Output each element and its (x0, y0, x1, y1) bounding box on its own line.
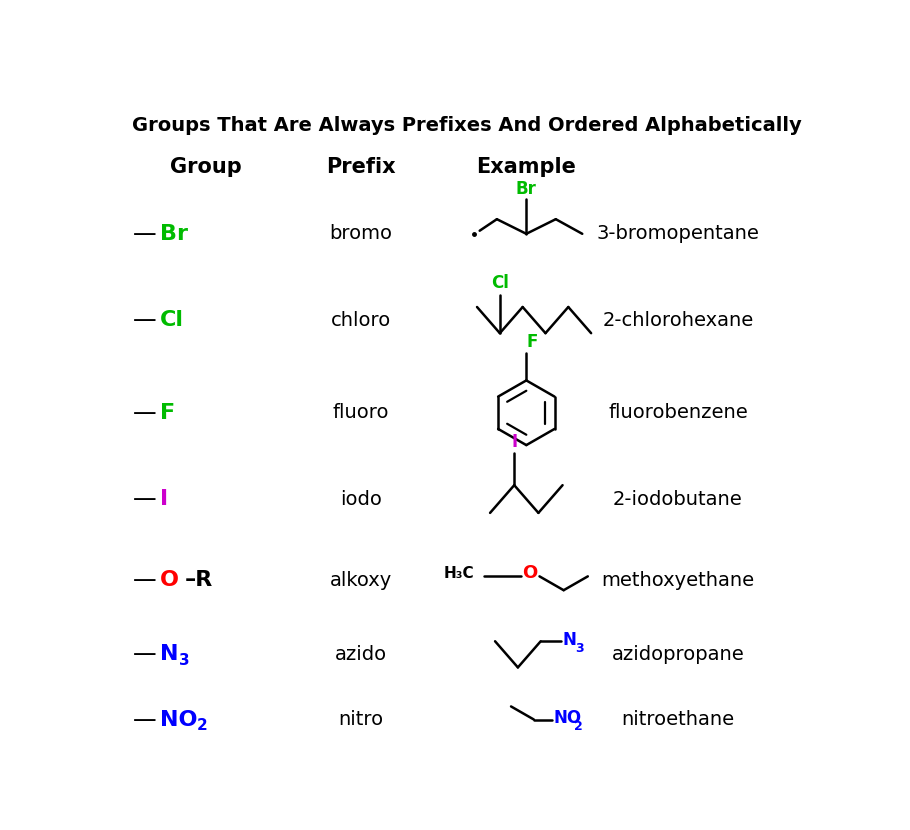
Text: bromo: bromo (329, 224, 392, 243)
Text: O: O (522, 564, 538, 582)
Text: —: — (133, 401, 157, 425)
Text: 2-iodobutane: 2-iodobutane (613, 490, 743, 509)
Text: Groups That Are Always Prefixes And Ordered Alphabetically: Groups That Are Always Prefixes And Orde… (132, 115, 801, 134)
Text: —: — (133, 222, 157, 246)
Text: N: N (562, 631, 576, 649)
Text: 3: 3 (178, 653, 189, 668)
Text: N: N (159, 644, 178, 664)
Text: 3: 3 (576, 642, 584, 655)
Text: iodo: iodo (339, 490, 381, 509)
Text: alkoxy: alkoxy (329, 571, 391, 589)
Text: 3-bromopentane: 3-bromopentane (597, 224, 759, 243)
Text: H₃C: H₃C (444, 566, 474, 581)
Text: 2: 2 (574, 720, 583, 733)
Text: F: F (159, 403, 175, 422)
Text: 2-chlorohexane: 2-chlorohexane (602, 310, 753, 330)
Text: methoxyethane: methoxyethane (602, 571, 754, 589)
Text: fluoro: fluoro (332, 403, 389, 422)
Text: —: — (133, 707, 157, 731)
Text: Cl: Cl (490, 274, 509, 292)
Text: azidopropane: azidopropane (612, 645, 744, 664)
Text: Cl: Cl (159, 310, 184, 330)
Text: nitro: nitro (338, 710, 383, 729)
Text: –R: –R (184, 570, 213, 590)
Text: chloro: chloro (330, 310, 390, 330)
Text: O: O (159, 570, 178, 590)
Text: NO: NO (553, 709, 581, 727)
Text: —: — (133, 308, 157, 332)
Text: Group: Group (169, 157, 241, 177)
Text: Br: Br (516, 180, 537, 198)
Text: NO: NO (159, 710, 197, 730)
Text: Br: Br (159, 224, 187, 244)
Text: —: — (133, 642, 157, 666)
Text: 2: 2 (197, 719, 207, 734)
Text: Example: Example (476, 157, 576, 177)
Text: —: — (133, 569, 157, 592)
Text: I: I (159, 489, 167, 509)
Text: I: I (511, 433, 517, 451)
Text: nitroethane: nitroethane (622, 710, 734, 729)
Text: —: — (133, 487, 157, 511)
Text: Prefix: Prefix (326, 157, 396, 177)
Text: azido: azido (335, 645, 387, 664)
Text: fluorobenzene: fluorobenzene (608, 403, 748, 422)
Text: F: F (527, 333, 538, 351)
